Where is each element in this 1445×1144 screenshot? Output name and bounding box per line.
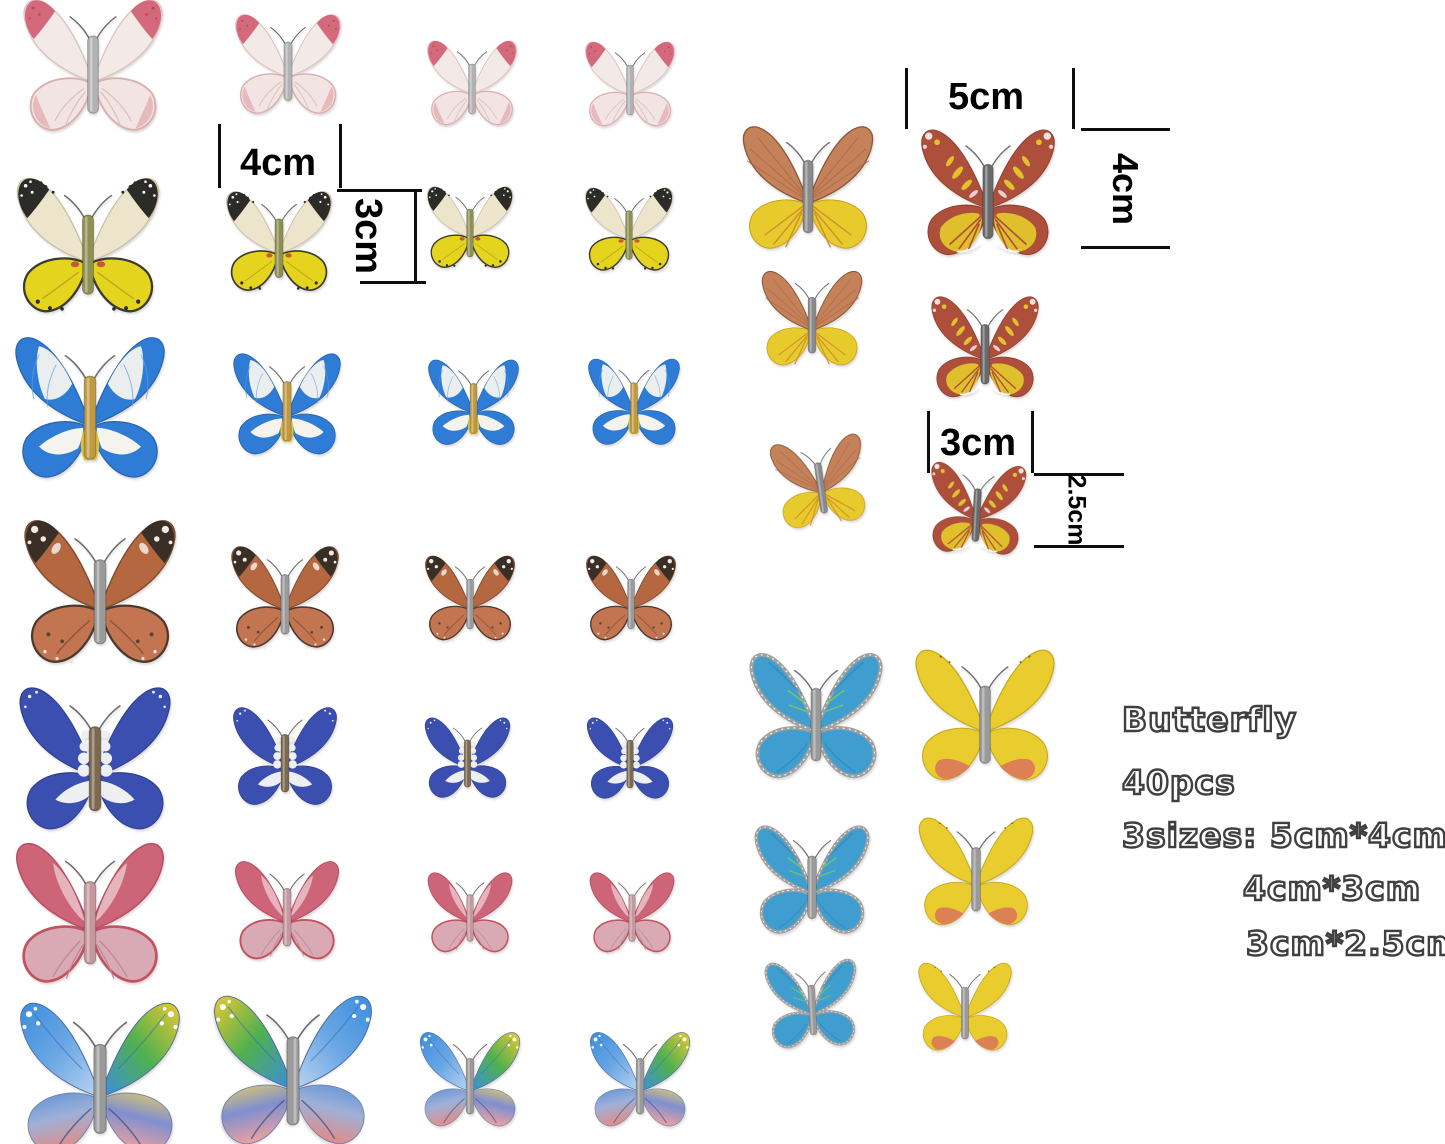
piece-count: 40pcs: [1121, 763, 1236, 802]
butterfly-orange_yellow: [762, 428, 878, 533]
butterfly-navy_white: [226, 703, 344, 807]
butterfly-pink_red: [228, 857, 346, 961]
butterfly-blue_silver: [742, 649, 890, 779]
butterfly-orange_yellow: [734, 121, 882, 251]
butterfly-blue_silver: [759, 956, 866, 1051]
sizes-line-3: 3cm*2.5cm: [1245, 924, 1445, 963]
butterfly-yellow_black: [579, 184, 679, 272]
butterfly-navy_white: [9, 681, 181, 832]
butterfly-pink_red: [584, 869, 680, 953]
dim-4cm-tick: [1081, 246, 1170, 249]
butterfly-navy_white: [581, 714, 679, 800]
dim-label-4cm-3: 4cm: [1105, 152, 1146, 226]
dim-4cm-tick: [218, 124, 221, 188]
butterfly-orange_lady: [14, 514, 186, 665]
sizes-line-2: 4cm*3cm: [1242, 869, 1422, 908]
dim-3cm-tick: [1031, 411, 1034, 473]
butterfly-navy_white: [419, 714, 516, 799]
butterfly-blue_cross: [226, 349, 348, 456]
butterfly-yellow_black: [219, 187, 339, 293]
dim-3cm-line: [414, 189, 417, 283]
butterfly-rainbow: [413, 1028, 527, 1128]
butterfly-blue_cross: [422, 356, 525, 447]
butterfly-orange_lady: [224, 542, 346, 649]
butterfly-rainbow: [583, 1028, 697, 1128]
butterfly-rainbow: [203, 989, 383, 1144]
butterfly-pink_white: [14, 0, 172, 134]
dim-3cm-tick: [927, 411, 930, 473]
dim-4cm-tick: [339, 124, 342, 188]
butterfly-orange_lady: [580, 552, 682, 642]
butterfly-yellow_pink: [912, 959, 1018, 1052]
butterfly-pink_white: [228, 10, 348, 116]
dim-label-3cm-4: 3cm: [939, 422, 1017, 464]
dim-label-5cm-2: 5cm: [947, 76, 1025, 118]
butterfly-pink_white: [421, 37, 523, 127]
dim-label-4cm-0: 4cm: [239, 142, 317, 184]
butterfly-blue_silver: [748, 822, 876, 935]
dim-5cm-tick: [1072, 68, 1075, 129]
dim-5cm-tick: [905, 68, 908, 129]
butterfly-blue_cross: [582, 355, 686, 447]
sizes-line-1: 3sizes: 5cm*4cm: [1121, 816, 1445, 855]
dim-3cm-tick: [360, 281, 426, 284]
butterfly-yellow_pink: [906, 644, 1064, 783]
butterfly-blue_cross: [5, 331, 175, 481]
butterfly-yellow_pink: [911, 813, 1041, 927]
dim-label-2.5cm-5: 2.5cm: [1062, 474, 1091, 546]
butterfly-red_yellow: [924, 292, 1046, 399]
product-title: Butterfly: [1121, 700, 1298, 739]
butterfly-orange_lady: [419, 552, 521, 642]
butterfly-rainbow: [9, 996, 191, 1144]
dim-2.5cm-tick: [1034, 473, 1124, 476]
butterfly-pink_red: [422, 869, 518, 953]
butterfly-yellow_black: [421, 183, 519, 269]
butterfly-pink_white: [579, 38, 681, 128]
butterfly-yellow_black: [7, 172, 169, 315]
butterfly-orange_yellow: [755, 267, 869, 367]
butterfly-red_yellow: [921, 458, 1034, 559]
dim-4cm-tick: [1081, 128, 1170, 131]
butterfly-pink_red: [6, 837, 174, 985]
butterfly-red_yellow: [912, 124, 1064, 258]
dim-label-3cm-1: 3cm: [347, 197, 389, 275]
dim-3cm-tick: [337, 189, 422, 192]
dim-2.5cm-tick: [1034, 545, 1124, 548]
